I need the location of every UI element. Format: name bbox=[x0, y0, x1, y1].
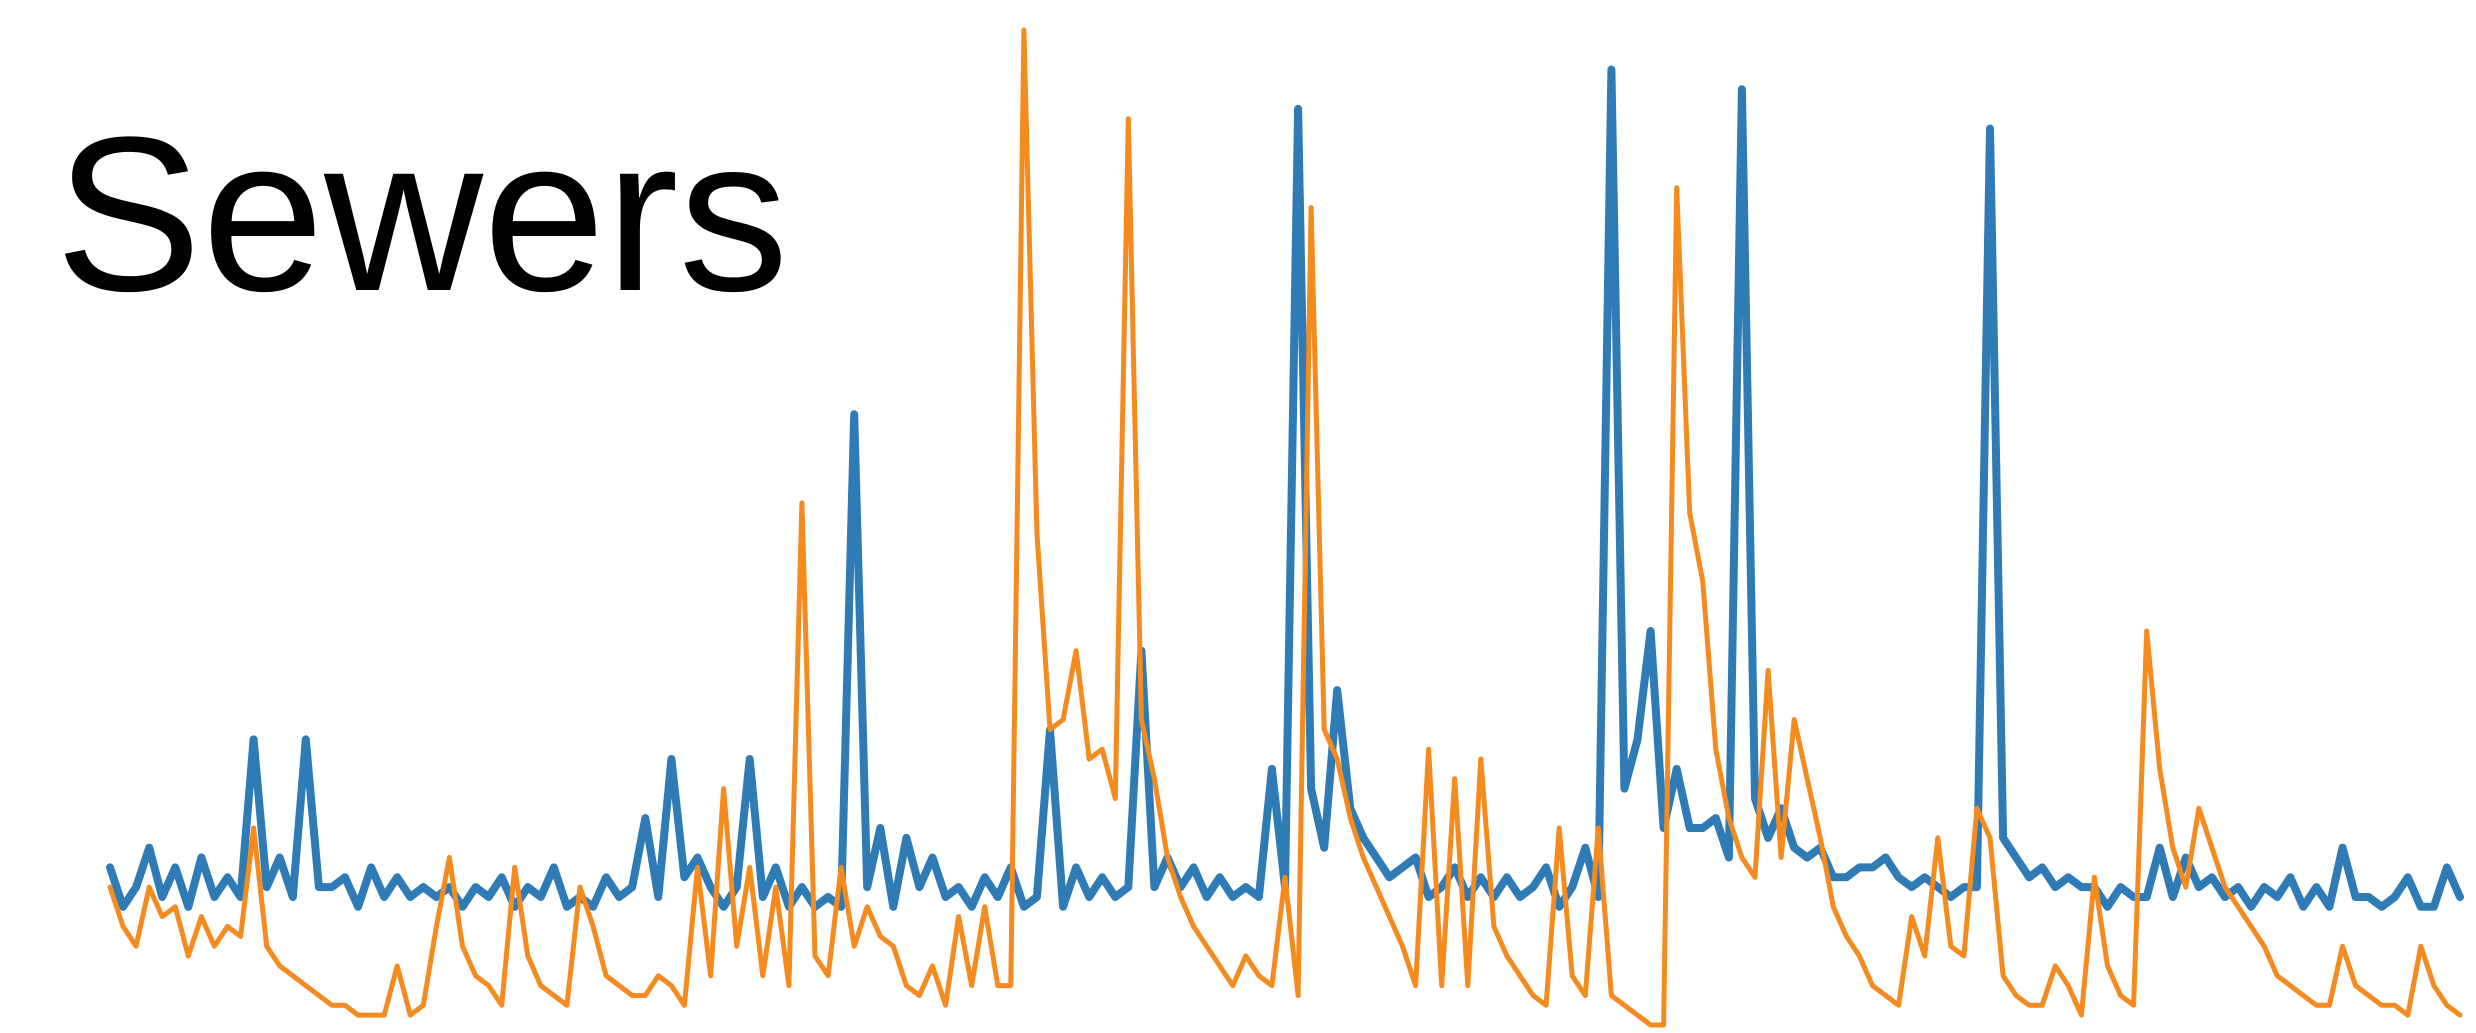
series-line-2 bbox=[107, 27, 2463, 1028]
series-layer bbox=[106, 27, 2464, 1028]
chart-title: Sewers bbox=[55, 91, 789, 337]
